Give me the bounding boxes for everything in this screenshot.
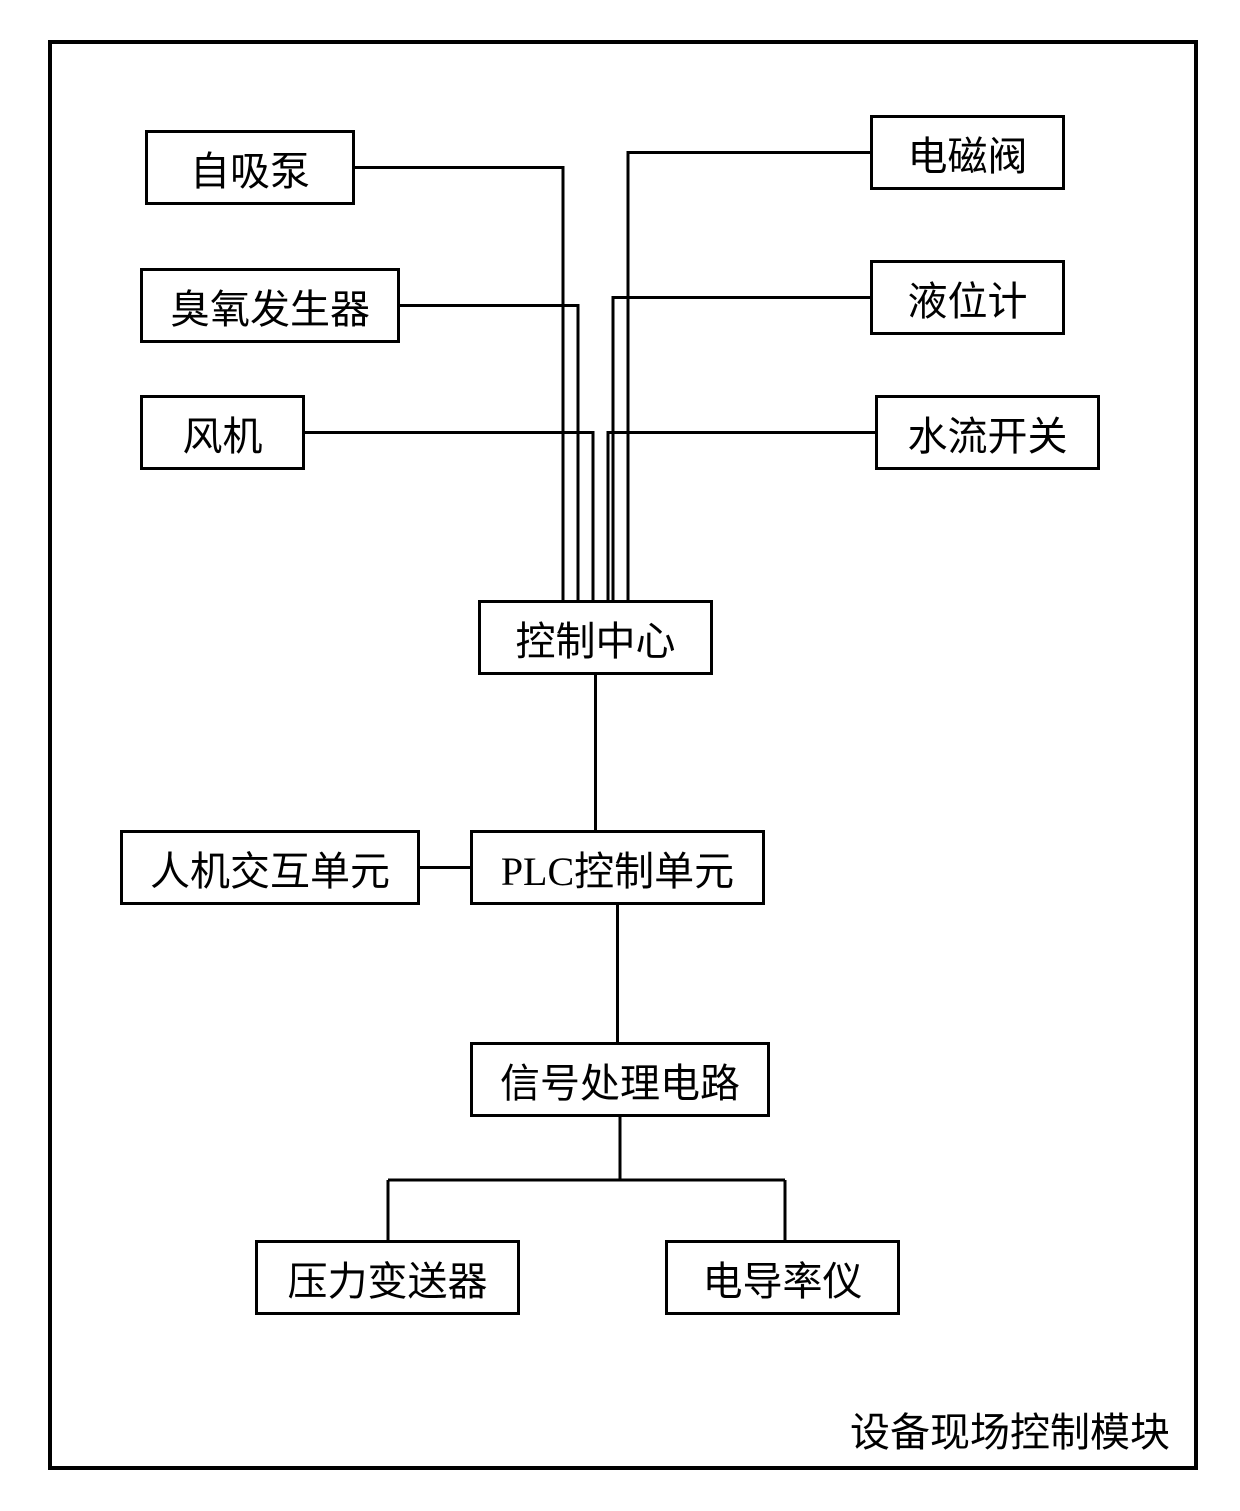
node-hmi-unit: 人机交互单元 [120,830,420,905]
node-pressure-transmitter: 压力变送器 [255,1240,520,1315]
node-control-center: 控制中心 [478,600,713,675]
edges-layer [0,0,1240,1511]
node-signal-processing: 信号处理电路 [470,1042,770,1117]
node-solenoid-valve: 电磁阀 [870,115,1065,190]
node-label: 压力变送器 [288,1249,488,1307]
node-fan: 风机 [140,395,305,470]
node-label: 臭氧发生器 [170,277,370,335]
node-conductivity-meter: 电导率仪 [665,1240,900,1315]
node-label: 信号处理电路 [500,1051,740,1109]
node-label: 控制中心 [516,609,676,667]
node-label: 自吸泵 [190,139,310,197]
node-label: 人机交互单元 [150,839,390,897]
node-label: 液位计 [908,269,1028,327]
node-label: PLC控制单元 [501,839,734,897]
node-label: 风机 [183,404,263,462]
diagram-container: 自吸泵臭氧发生器风机 电磁阀液位计水流开关控制中心人机交互单元 PLC控制单元信号处… [0,0,1240,1511]
node-label: 电磁阀 [908,124,1028,182]
node-level-gauge: 液位计 [870,260,1065,335]
node-flow-switch: 水流开关 [875,395,1100,470]
node-self-priming-pump: 自吸泵 [145,130,355,205]
node-plc-unit: PLC控制单元 [470,830,765,905]
node-label: 电导率仪 [703,1249,863,1307]
module-label: 设备现场控制模块 [850,1400,1170,1458]
node-ozone-generator: 臭氧发生器 [140,268,400,343]
node-label: 水流开关 [908,404,1068,462]
